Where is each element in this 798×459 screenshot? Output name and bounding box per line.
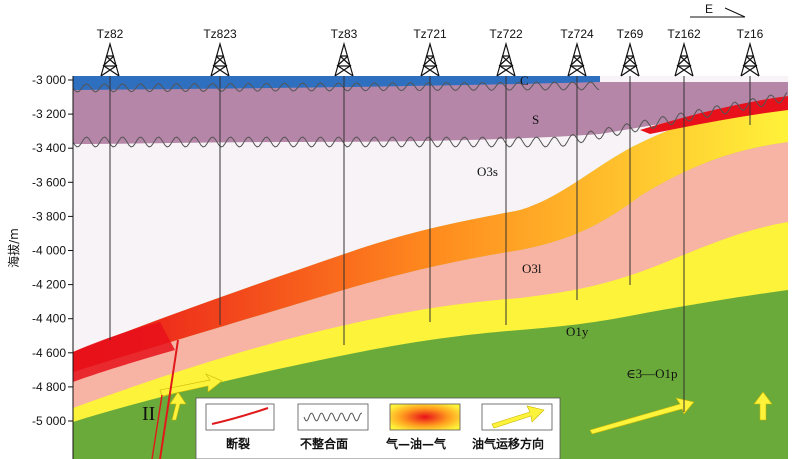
y-tick-label: -3 000 [32, 73, 66, 87]
derrick-icon [567, 41, 587, 77]
fault-ii [151, 339, 179, 459]
derrick-icon [420, 41, 440, 77]
unit-o3s-label: O3s [477, 164, 498, 179]
well-name: Tz162 [667, 27, 701, 41]
legend: 断裂 不整合面 气—油—气 油气运移方向 [195, 397, 561, 459]
y-axis: -3 000 -3 200 -3 400 -3 600 -3 800 -4 000 -4 2… [32, 73, 74, 459]
unit-o3l-label: O3l [522, 261, 542, 276]
y-tick-label: -3 600 [32, 175, 66, 189]
derrick-icon [620, 41, 640, 77]
legend-unconformity-wave [303, 412, 362, 422]
y-tick-label: -4 200 [32, 278, 66, 292]
well-name: Tz69 [617, 27, 644, 41]
well-name: Tz16 [737, 27, 764, 41]
unit-cambrian-label: ∈3—O1p [626, 366, 678, 381]
y-tick-label: -4 000 [32, 244, 66, 258]
carboniferous-layer [73, 76, 600, 90]
well-group: Tz82 Tz823 Tz83 Tz721 Tz722 Tz724 Tz69 Tz162 Tz1… [97, 27, 764, 412]
gas-patch-left [73, 322, 175, 382]
gas-cap-right [640, 96, 788, 134]
well-name: Tz823 [203, 27, 237, 41]
unconformity-top [73, 81, 600, 93]
y-tick-label: -3 400 [32, 141, 66, 155]
well-name: Tz82 [97, 27, 124, 41]
well-name: Tz83 [331, 27, 358, 41]
unit-c-label: C [520, 73, 529, 88]
migration-arrows [159, 373, 773, 435]
legend-unconformity-text: 不整合面 [300, 436, 348, 451]
legend-gas-oil-swatch [389, 403, 461, 431]
legend-migration-arrow [491, 405, 545, 429]
well-name: Tz721 [413, 27, 447, 41]
y-tick-label: -3 800 [32, 209, 66, 223]
derrick-icon [674, 41, 694, 77]
legend-unconformity-swatch [297, 403, 369, 431]
y-tick-label: -4 800 [32, 380, 66, 394]
y-tick-label: -4 600 [32, 346, 66, 360]
legend-fault-text: 断裂 [226, 436, 250, 451]
legend-migration-text: 油气运移方向 [472, 436, 544, 451]
derrick-icon [740, 41, 760, 77]
derrick-icon [100, 41, 120, 77]
legend-gas-oil-text: 气—油—气 [385, 436, 446, 451]
direction-label: E [705, 2, 713, 16]
direction-indicator: E [690, 2, 746, 18]
derrick-icon [334, 41, 354, 77]
unit-o1y-label: O1y [566, 324, 589, 339]
legend-fault-line [211, 407, 269, 425]
derrick-icon [496, 41, 516, 77]
fault-label: II [142, 403, 155, 425]
well-name: Tz724 [560, 27, 594, 41]
y-tick-label: -4 400 [32, 312, 66, 326]
well-name: Tz722 [489, 27, 523, 41]
derrick-icon [210, 41, 230, 77]
y-tick-label: -3 200 [32, 107, 66, 121]
y-tick-label: -5 000 [32, 414, 66, 428]
unit-s-label: S [532, 112, 539, 127]
y-axis-label: 海拔/m [6, 228, 21, 268]
